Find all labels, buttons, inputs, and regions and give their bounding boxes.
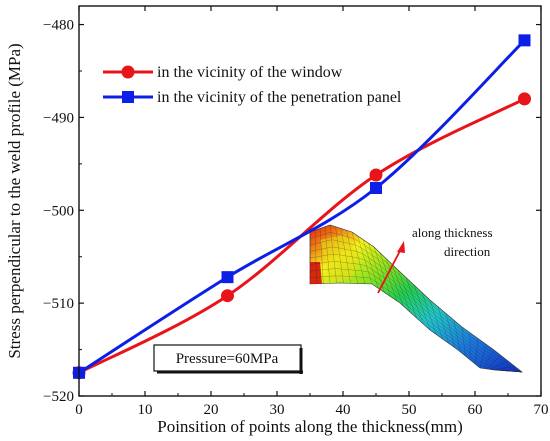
legend-label-2: in the vicinity of the penetration panel xyxy=(157,89,402,106)
legend: in the vicinity of the window in the vici… xyxy=(103,64,402,106)
mesh-line-tangential xyxy=(309,254,523,373)
x-axis-title: Poinsition of points along the thickness… xyxy=(157,417,463,436)
mesh-line-radial xyxy=(329,224,337,284)
inset-label-line-1: along thickness xyxy=(412,225,493,240)
legend-label-1: in the vicinity of the window xyxy=(157,64,343,81)
y-tick-label: −490 xyxy=(43,110,74,126)
mesh-line-tangential xyxy=(309,268,523,373)
x-tick-label: 40 xyxy=(336,402,351,418)
x-tick-label: 30 xyxy=(270,402,285,418)
y-tick-label: −520 xyxy=(43,389,74,405)
series-2-point-3 xyxy=(370,182,382,194)
mesh-line-tangential xyxy=(309,261,523,373)
legend-marker-2 xyxy=(122,91,134,103)
x-tick-label: 70 xyxy=(534,402,549,418)
annotations: along thickness direction Pressure=60MPa xyxy=(153,225,493,374)
mesh-hot-zone xyxy=(310,262,322,284)
inset-label-line-2: direction xyxy=(444,244,491,259)
series-1-point-4 xyxy=(518,92,531,106)
x-tick-label: 60 xyxy=(468,402,483,418)
y-axis-title: Stress perpendicular to the weld profile… xyxy=(5,43,24,358)
thickness-arrow-shaft xyxy=(377,246,403,294)
mesh-line-tangential xyxy=(309,239,523,373)
pressure-label: Pressure=60MPa xyxy=(176,351,279,367)
x-tick-label: 50 xyxy=(402,402,417,418)
legend-marker-1 xyxy=(121,65,135,79)
mesh-line-tangential xyxy=(309,232,522,373)
fem-mesh-inset xyxy=(309,224,523,373)
series-2-point-4 xyxy=(518,34,531,47)
series-line-2 xyxy=(78,39,526,375)
y-tick-label: −480 xyxy=(43,18,74,34)
series-1-point-3 xyxy=(369,168,383,182)
series-2-point-2 xyxy=(221,271,234,284)
x-tick-label: 0 xyxy=(75,402,83,418)
series-1-point-2 xyxy=(221,289,234,303)
series-layer xyxy=(72,34,531,380)
thickness-arrow-head xyxy=(397,241,405,253)
y-tick-label: −500 xyxy=(43,203,74,219)
mesh-line-tangential xyxy=(309,275,523,373)
x-tick-label: 10 xyxy=(138,402,153,418)
mesh-line-tangential xyxy=(309,246,523,373)
axes-layer: 0 10 20 30 40 50 60 70 −520 −510 −500 −490 −480 Poins… xyxy=(5,5,549,436)
mesh-grid xyxy=(309,224,523,373)
x-tick-label: 20 xyxy=(204,402,219,418)
y-tick-label: −510 xyxy=(43,296,74,312)
